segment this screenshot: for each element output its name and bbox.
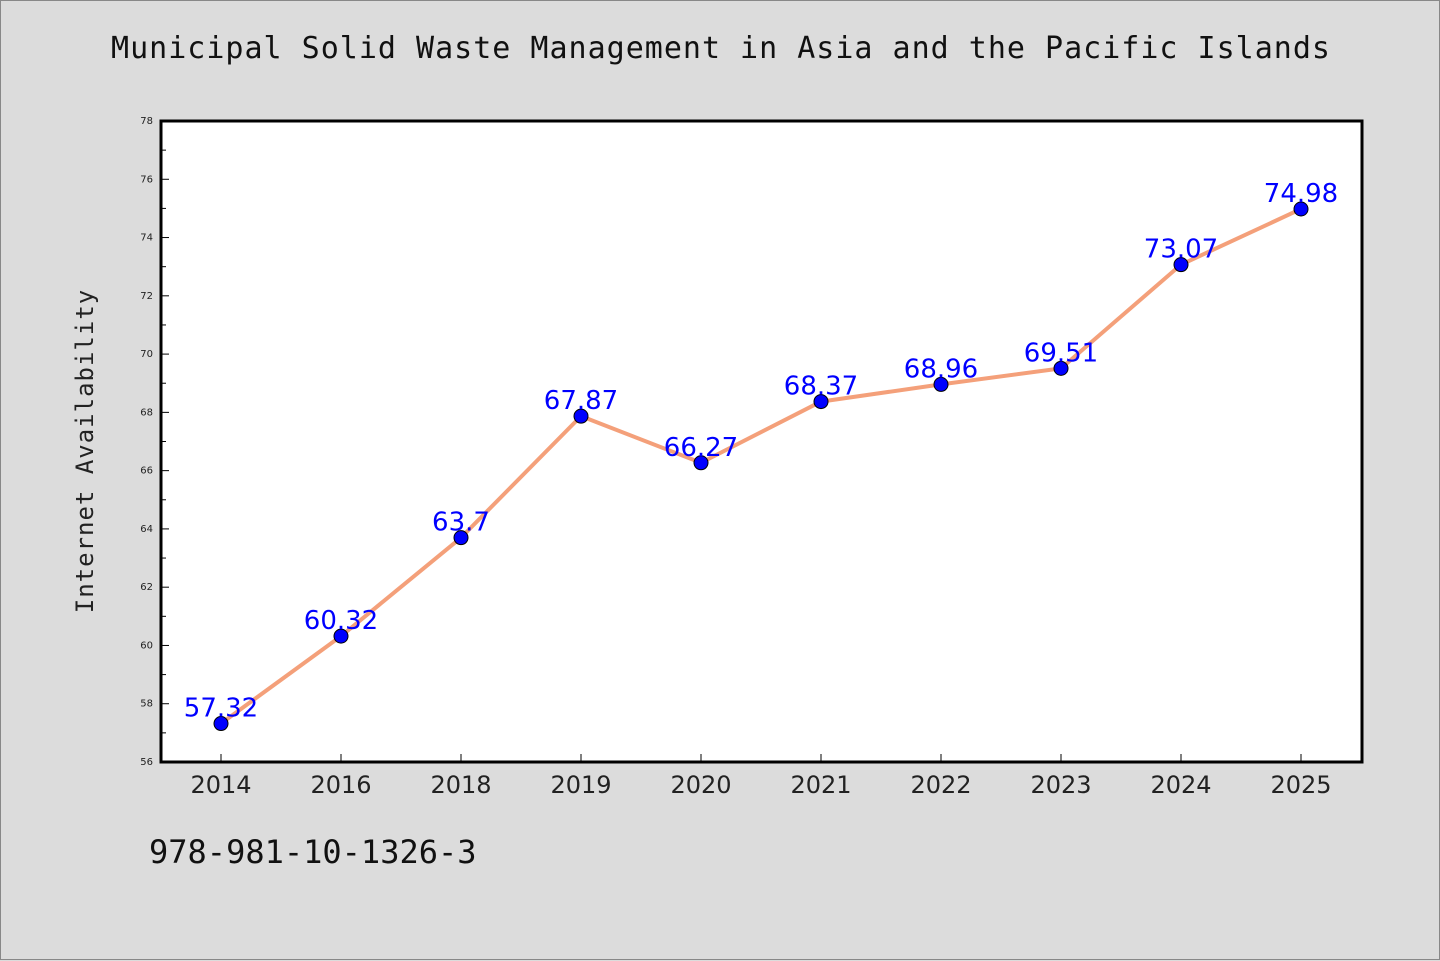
data-label: 63.7 (432, 508, 490, 538)
data-point (693, 455, 709, 471)
x-tick-label: 2020 (670, 771, 731, 799)
data-point (573, 408, 589, 424)
y-tick-label: 68 (140, 407, 153, 418)
y-tick-label: 74 (140, 233, 153, 244)
x-tick-label: 2018 (430, 771, 491, 799)
data-label: 57.32 (184, 694, 258, 724)
x-tick-label: 2022 (910, 771, 971, 799)
x-tick-label: 2025 (1270, 771, 1331, 799)
data-point (213, 716, 229, 732)
data-point (1293, 201, 1309, 217)
x-tick-label: 2024 (1150, 771, 1211, 799)
y-tick-label: 60 (140, 640, 153, 651)
y-tick-label: 78 (140, 116, 153, 127)
x-tick-label: 2019 (550, 771, 611, 799)
data-point (933, 376, 949, 392)
data-labels-group: 57.32 60.32 63.7 67.87 66.27 68.37 68.96 69.51 7… (184, 179, 1338, 724)
y-tick-label: 76 (140, 174, 153, 185)
x-tick-label: 2021 (790, 771, 851, 799)
data-label: 68.37 (784, 372, 858, 402)
x-tick-label: 2014 (190, 771, 251, 799)
data-label: 73.07 (1144, 235, 1218, 265)
y-tick-label: 66 (140, 466, 153, 477)
data-label: 66.27 (664, 433, 738, 463)
chart-title: Municipal Solid Waste Management in Asia… (111, 31, 1331, 66)
y-tick-label: 70 (140, 349, 153, 360)
data-label: 68.96 (904, 354, 978, 384)
x-tick-label: 2023 (1030, 771, 1091, 799)
y-axis-label: Internet Availability (71, 289, 99, 613)
series-group (213, 201, 1309, 732)
data-point (453, 530, 469, 546)
data-label: 69.51 (1024, 338, 1098, 368)
isbn-text: 978-981-10-1326-3 (149, 833, 477, 871)
data-point (1173, 257, 1189, 273)
y-tick-label: 56 (140, 757, 153, 768)
data-label: 74.98 (1264, 179, 1338, 209)
data-label: 67.87 (544, 386, 618, 416)
data-point (1053, 360, 1069, 376)
series-line (219, 207, 1302, 726)
y-tick-label: 58 (140, 699, 153, 710)
y-tick-label: 72 (140, 291, 153, 302)
data-point (333, 628, 349, 644)
data-point (813, 394, 829, 410)
y-tick-label: 62 (140, 582, 153, 593)
data-label: 60.32 (304, 606, 378, 636)
y-tick-label: 64 (140, 524, 153, 535)
x-tick-label: 2016 (310, 771, 371, 799)
x-axis: 2014 2016 2018 2019 2020 2021 2022 2023 2024 2025 (190, 754, 1332, 799)
plot-area (159, 119, 1364, 764)
y-axis: 56 58 60 62 64 66 68 70 72 74 76 78 (140, 116, 169, 768)
